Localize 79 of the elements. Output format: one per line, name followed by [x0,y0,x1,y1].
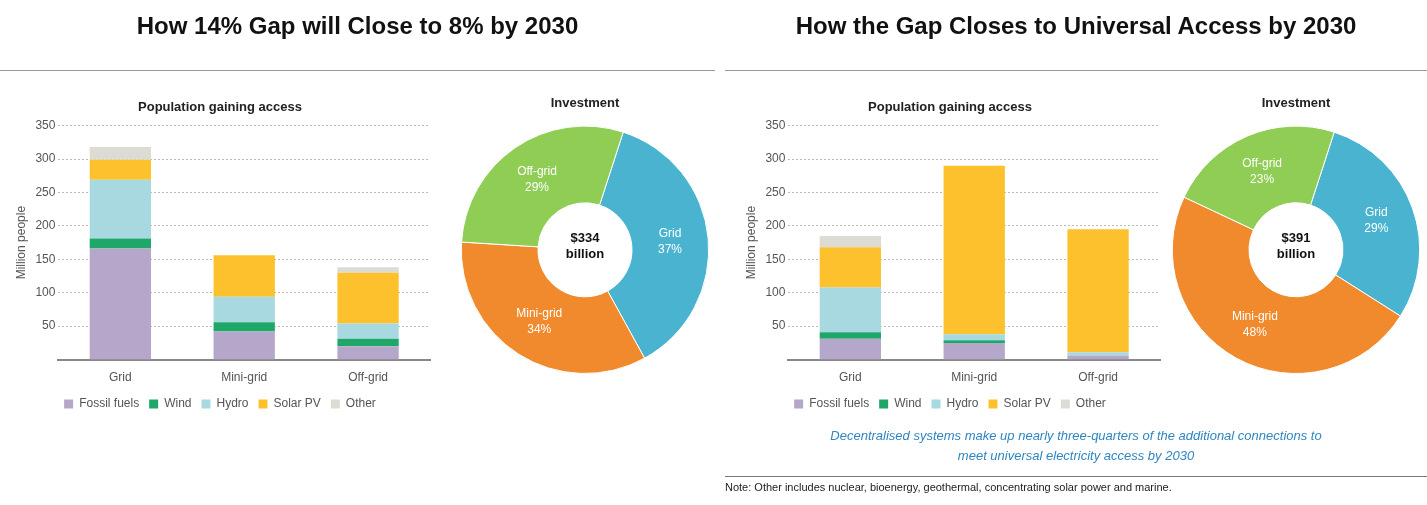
x-tick-label: Mini-grid [951,370,998,385]
data-label: 29% [525,179,550,194]
bar [819,287,882,333]
bar [1067,352,1129,356]
slice-label: Off-grid [517,163,557,178]
bar [89,146,152,160]
legend-label: Wind [894,396,922,411]
chart-title: Investment [1261,95,1331,111]
text: Decentralised systems make up nearly three-quarters of the additional connections to meet universal electricity access by 2030 [829,427,1323,465]
y-tick-label: 250 [765,184,786,199]
bar [89,238,152,249]
bar [213,296,275,323]
y-tick-label: 350 [765,117,786,132]
data-label: 29% [1364,221,1389,236]
legend-label: Solar PV [1003,396,1051,411]
data-label: 23% [1250,171,1275,186]
bar [819,338,882,360]
data-label: 34% [527,322,552,337]
y-tick-label: 100 [35,285,56,300]
chart-title: Investment [550,95,620,111]
slice-label: Mini-grid [516,306,563,321]
slice-label: Off-grid [1242,155,1282,170]
y-axis-title: Million people [13,205,28,280]
y-tick-label: 350 [35,117,56,132]
slice-label: Grid [1364,205,1388,220]
bar [337,338,399,347]
x-tick-label: Off-grid [348,370,388,385]
x-tick-label: Grid [109,370,132,385]
legend-label: Fossil fuels [79,396,140,411]
y-tick-label: 200 [35,218,56,233]
legend-label: Solar PV [273,396,321,411]
bar [337,272,399,324]
y-tick-label: 100 [765,285,786,300]
legend-label: Wind [164,396,192,411]
bar [943,334,1005,341]
bar [1067,229,1129,353]
bar [213,322,275,332]
y-tick-label: 300 [765,151,786,166]
y-tick-label: 250 [35,184,56,199]
text: Note: Other includes nuclear, bioenergy, geothermal, concentrating solar power and marine. [725,476,1427,493]
chart-title: How the Gap Closes to Universal Access by 2030 [725,12,1427,71]
y-axis-title: Million people [743,205,758,280]
slice-label: Grid [658,226,682,241]
bar [213,331,275,360]
text: $391 billion [1275,229,1317,262]
slice-label: Mini-grid [1231,308,1278,323]
y-tick-label: 300 [35,151,56,166]
chart-subtitle: Population gaining access [868,99,1032,115]
x-tick-label: Mini-grid [221,370,268,385]
y-tick-label: 50 [42,318,56,333]
bar [819,247,882,288]
chart-title: How 14% Gap will Close to 8% by 2030 [0,12,715,71]
bar [89,179,152,239]
bar [213,255,275,297]
bar [943,165,1005,335]
legend-label: Other [1075,396,1106,411]
chart-subtitle: Population gaining access [138,99,302,115]
bar [337,346,399,360]
text: $334 billion [564,229,606,262]
y-tick-label: 200 [765,218,786,233]
x-tick-label: Grid [839,370,862,385]
bar [943,340,1005,343]
bar [337,267,399,273]
legend-label: Fossil fuels [809,396,870,411]
legend-label: Hydro [946,396,979,411]
data-label: 37% [657,242,683,257]
bar [819,332,882,339]
bar [337,323,399,339]
y-tick-label: 150 [765,251,786,266]
bar [89,159,152,180]
x-tick-label: Off-grid [1078,370,1118,385]
data-label: 48% [1242,324,1268,339]
bar [819,235,882,248]
y-tick-label: 50 [772,318,786,333]
legend-label: Other [345,396,376,411]
legend-label: Hydro [216,396,249,411]
bar [89,248,152,360]
y-tick-label: 150 [35,251,56,266]
bar [943,342,1005,360]
